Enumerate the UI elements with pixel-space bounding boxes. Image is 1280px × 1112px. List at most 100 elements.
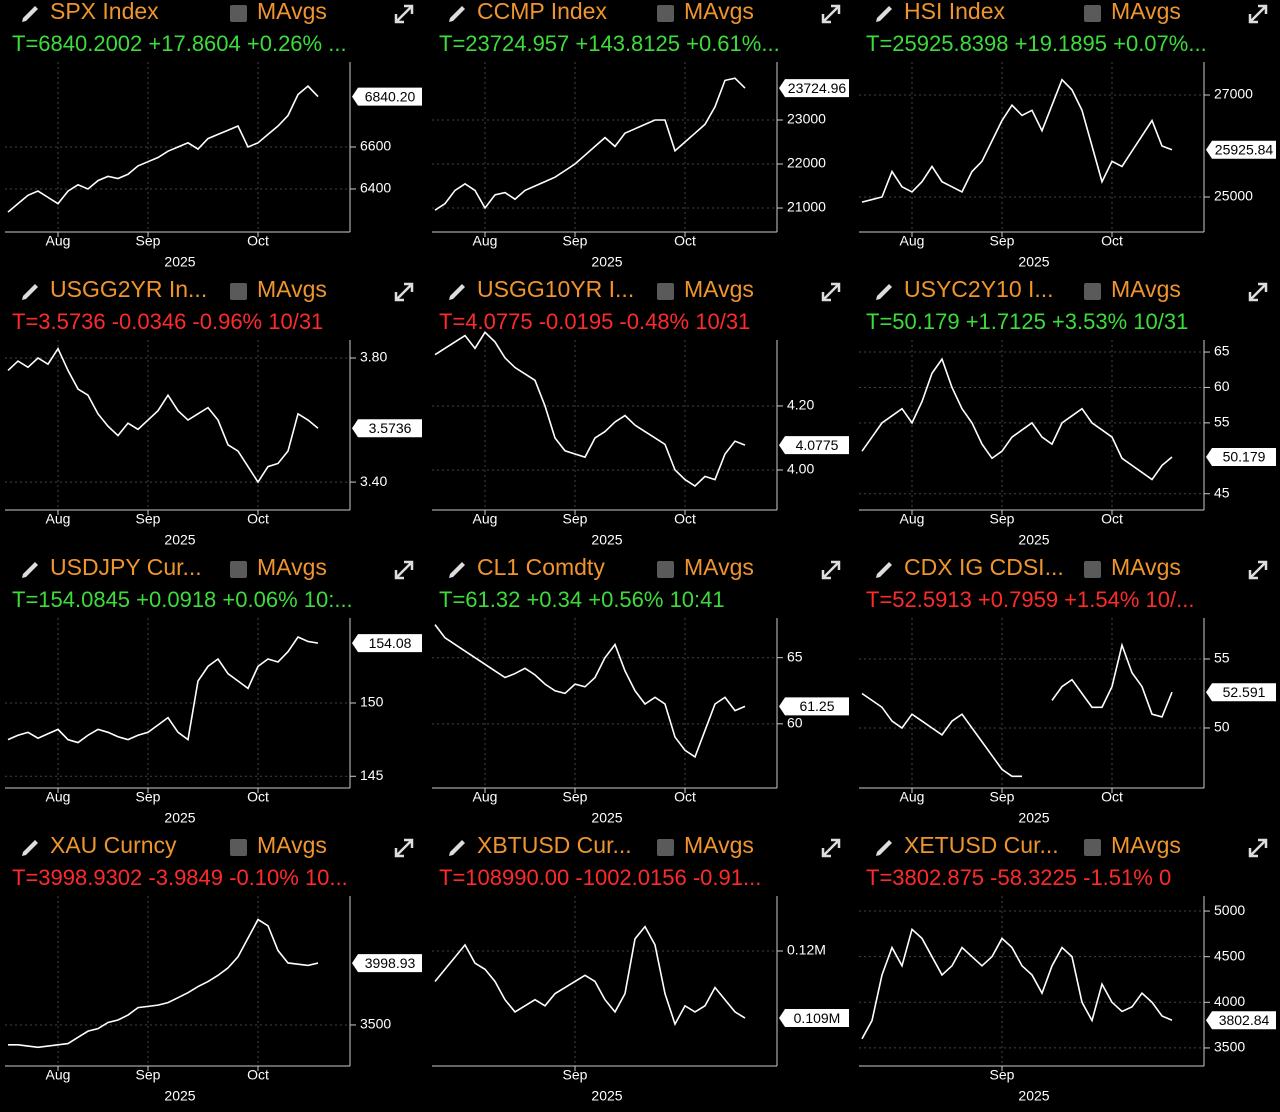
expand-icon[interactable] <box>1248 560 1268 580</box>
mavgs-label[interactable]: MAvgs <box>257 276 327 302</box>
price-line <box>434 925 746 1027</box>
mavgs-label[interactable]: MAvgs <box>257 832 327 858</box>
x-year-label: 2025 <box>164 1088 195 1104</box>
edit-icon[interactable] <box>22 562 38 578</box>
edit-icon[interactable] <box>449 284 465 300</box>
price-line <box>861 927 1173 1040</box>
mavgs-checkbox[interactable] <box>1084 5 1101 22</box>
mavgs-checkbox[interactable] <box>657 283 674 300</box>
last-price-label: 0.109M <box>794 1010 841 1026</box>
ticker-line: T=3802.875 -58.3225 -1.51% 0 <box>866 865 1171 890</box>
chart-title: USGG2YR In... <box>50 276 207 302</box>
mavgs-label[interactable]: MAvgs <box>684 0 754 24</box>
x-tick-label: Aug <box>473 789 498 805</box>
chart-title: CCMP Index <box>477 0 607 24</box>
chart-title: XETUSD Cur... <box>904 832 1059 858</box>
x-tick-label: Sep <box>990 789 1015 805</box>
x-tick-label: Aug <box>46 233 71 249</box>
mavgs-checkbox[interactable] <box>657 561 674 578</box>
edit-icon[interactable] <box>876 840 892 856</box>
expand-icon[interactable] <box>394 838 414 858</box>
expand-icon[interactable] <box>394 282 414 302</box>
expand-icon[interactable] <box>821 838 841 858</box>
expand-icon[interactable] <box>394 560 414 580</box>
x-tick-label: Sep <box>990 1067 1015 1083</box>
last-price-box <box>352 87 422 106</box>
mavgs-checkbox[interactable] <box>1084 561 1101 578</box>
mavgs-label[interactable]: MAvgs <box>257 0 327 24</box>
mavgs-checkbox[interactable] <box>657 5 674 22</box>
y-tick-label: 60 <box>1214 378 1230 394</box>
x-tick-label: Aug <box>473 233 498 249</box>
edit-icon[interactable] <box>22 840 38 856</box>
mavgs-label[interactable]: MAvgs <box>1111 554 1181 580</box>
x-tick-label: Aug <box>900 789 925 805</box>
chart-panel: USGG10YR I... MAvgs T=4.0775 -0.0195 -0.48… <box>432 276 849 548</box>
expand-icon[interactable] <box>821 560 841 580</box>
edit-icon[interactable] <box>449 562 465 578</box>
mavgs-label[interactable]: MAvgs <box>257 554 327 580</box>
x-tick-label: Oct <box>247 1067 269 1083</box>
expand-icon[interactable] <box>1248 282 1268 302</box>
ticker-line: T=4.0775 -0.0195 -0.48% 10/31 <box>439 309 750 334</box>
mavgs-label[interactable]: MAvgs <box>684 554 754 580</box>
price-line <box>7 347 319 484</box>
mavgs-checkbox[interactable] <box>230 283 247 300</box>
x-tick-label: Sep <box>990 233 1015 249</box>
last-price-label: 23724.96 <box>788 80 847 96</box>
x-year-label: 2025 <box>1018 254 1049 270</box>
price-line <box>434 624 746 759</box>
mavgs-label[interactable]: MAvgs <box>684 832 754 858</box>
edit-icon[interactable] <box>449 840 465 856</box>
last-price-box <box>1206 140 1276 159</box>
mavgs-label[interactable]: MAvgs <box>1111 276 1181 302</box>
y-tick-label: 3500 <box>1214 1039 1245 1055</box>
y-tick-label: 3.80 <box>360 349 387 365</box>
ticker-line: T=61.32 +0.34 +0.56% 10:41 <box>439 587 725 612</box>
mavgs-checkbox[interactable] <box>230 561 247 578</box>
chart-title: XAU Curncy <box>50 832 177 858</box>
expand-icon[interactable] <box>394 4 414 24</box>
x-tick-label: Oct <box>674 511 696 527</box>
edit-icon[interactable] <box>22 284 38 300</box>
expand-icon[interactable] <box>821 4 841 24</box>
edit-icon[interactable] <box>876 6 892 22</box>
mavgs-checkbox[interactable] <box>230 5 247 22</box>
x-tick-label: Sep <box>990 511 1015 527</box>
mavgs-label[interactable]: MAvgs <box>1111 0 1181 24</box>
mavgs-checkbox[interactable] <box>230 839 247 856</box>
chart-title: HSI Index <box>904 0 1005 24</box>
expand-icon[interactable] <box>821 282 841 302</box>
x-tick-label: Oct <box>247 789 269 805</box>
x-tick-label: Oct <box>1101 511 1123 527</box>
mavgs-checkbox[interactable] <box>657 839 674 856</box>
ticker-line: T=23724.957 +143.8125 +0.61%... <box>439 31 780 56</box>
edit-icon[interactable] <box>22 6 38 22</box>
chart-title: USDJPY Cur... <box>50 554 202 580</box>
price-line <box>861 78 1173 203</box>
ticker-line: T=25925.8398 +19.1895 +0.07%... <box>866 31 1207 56</box>
expand-icon[interactable] <box>1248 4 1268 24</box>
last-price-label: 52.591 <box>1223 684 1266 700</box>
ticker-line: T=154.0845 +0.0918 +0.06% 10:... <box>12 587 353 612</box>
x-year-label: 2025 <box>591 532 622 548</box>
x-year-label: 2025 <box>1018 810 1049 826</box>
x-year-label: 2025 <box>591 810 622 826</box>
price-line <box>434 331 746 488</box>
mavgs-label[interactable]: MAvgs <box>684 276 754 302</box>
mavgs-label[interactable]: MAvgs <box>1111 832 1181 858</box>
x-year-label: 2025 <box>1018 1088 1049 1104</box>
expand-icon[interactable] <box>1248 838 1268 858</box>
edit-icon[interactable] <box>876 284 892 300</box>
mavgs-checkbox[interactable] <box>1084 283 1101 300</box>
edit-icon[interactable] <box>876 562 892 578</box>
last-price-box <box>352 634 422 653</box>
y-tick-label: 21000 <box>787 199 826 215</box>
mavgs-checkbox[interactable] <box>1084 839 1101 856</box>
last-price-box <box>779 79 849 98</box>
x-year-label: 2025 <box>164 254 195 270</box>
x-tick-label: Aug <box>900 511 925 527</box>
y-tick-label: 150 <box>360 694 384 710</box>
edit-icon[interactable] <box>449 6 465 22</box>
